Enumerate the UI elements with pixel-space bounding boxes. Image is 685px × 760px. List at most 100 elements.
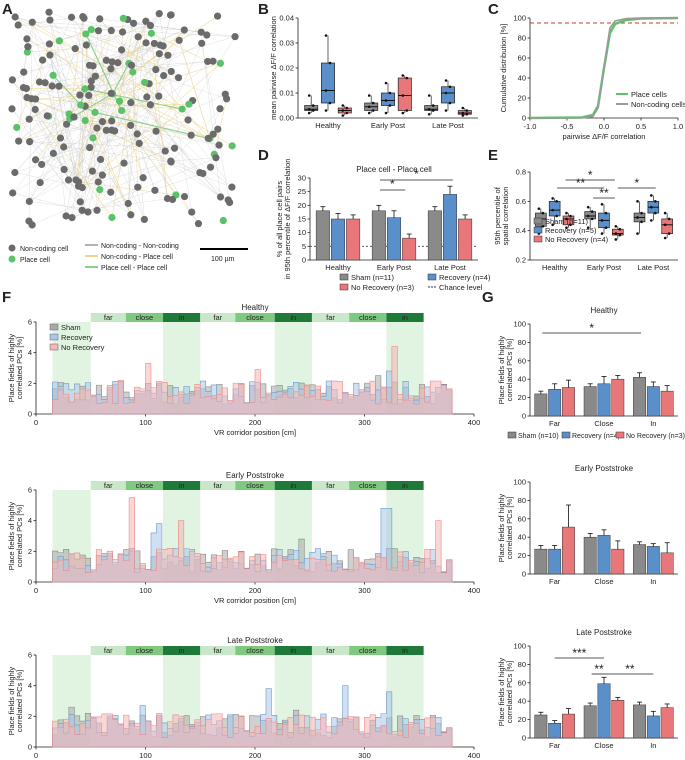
noncoding-cell-node <box>155 50 163 58</box>
zone-label: close <box>246 481 264 490</box>
sig-star: ** <box>576 176 586 190</box>
y-axis-label: Place fields of highly <box>497 494 506 563</box>
noncoding-cell-node <box>142 39 150 47</box>
noncoding-cell-node <box>45 40 54 48</box>
network-edge <box>151 33 208 62</box>
network-edge <box>78 87 92 182</box>
data-point <box>586 205 590 209</box>
data-point <box>604 211 608 215</box>
y-tick-label: 80 <box>518 660 526 669</box>
y-axis-label: in 95th percentile of ΔF/F correlation <box>283 159 292 280</box>
bar <box>346 218 361 261</box>
network-edge <box>89 13 160 148</box>
data-point <box>431 104 435 107</box>
zone-label: close <box>246 313 264 322</box>
bar <box>646 386 660 417</box>
bar <box>534 548 548 575</box>
zone-header <box>163 313 201 322</box>
legend-swatch <box>339 283 349 291</box>
place-cell-node <box>96 186 104 194</box>
data-point <box>586 226 590 230</box>
network-edge <box>18 140 175 149</box>
zone-label: in <box>179 646 185 655</box>
data-point <box>405 76 409 80</box>
legend-swatch <box>533 217 543 225</box>
noncoding-cell-node <box>63 120 71 128</box>
network-edge <box>201 43 230 203</box>
y-tick-label: 15 <box>298 215 306 224</box>
y-tick-label: 4 <box>28 516 32 525</box>
zone-header <box>386 313 424 322</box>
noncoding-cell-node <box>164 51 172 59</box>
data-point <box>667 232 671 235</box>
network-edge <box>85 33 123 111</box>
zone-header <box>90 481 126 490</box>
network-edge <box>31 98 183 110</box>
data-point <box>324 89 328 92</box>
y-tick-label: 100 <box>513 642 526 651</box>
data-point <box>427 94 431 97</box>
noncoding-cell-node <box>96 15 104 23</box>
box <box>424 105 439 111</box>
zone-header <box>349 313 387 322</box>
data-point <box>663 223 667 227</box>
legend-label: Recovery (n=4) <box>572 433 620 440</box>
network-edge <box>69 16 84 119</box>
x-tick-label: -1.0 <box>524 122 537 131</box>
noncoding-cell-node <box>203 31 211 39</box>
noncoding-cell-node <box>151 186 159 194</box>
network-edge <box>26 38 92 82</box>
noncoding-cell-node <box>89 62 97 70</box>
noncoding-cell-node <box>196 169 204 177</box>
legend-swatch <box>533 226 543 234</box>
y-tick-label: 10 <box>298 228 306 237</box>
y-tick-label: 0.6 <box>516 197 526 206</box>
data-point <box>401 74 405 77</box>
network-edge <box>65 65 94 217</box>
network-edge <box>49 20 79 187</box>
zone-label: far <box>326 481 335 490</box>
data-point <box>367 111 371 115</box>
y-tick-label: 100 <box>513 478 526 487</box>
zone-header <box>200 313 236 322</box>
zone-header <box>386 646 424 655</box>
x-tick-label: Close <box>594 419 613 428</box>
network-edge <box>73 116 220 146</box>
place-cell-node <box>228 142 236 150</box>
histogram-title: Early Poststroke <box>226 471 285 480</box>
noncoding-cell-node <box>124 199 132 208</box>
noncoding-cell-node <box>152 127 160 135</box>
zone-header <box>125 646 164 655</box>
network-edge <box>81 25 151 211</box>
panel-label-e: E <box>488 147 498 164</box>
panel-label-b: B <box>258 1 269 18</box>
y-tick-label: 6 <box>28 486 32 495</box>
legend-label: Chance level <box>439 283 483 292</box>
data-point <box>328 101 332 105</box>
data-point <box>555 200 558 203</box>
data-point <box>401 111 405 115</box>
place-cell-node <box>185 100 193 108</box>
zone-label: far <box>104 646 113 655</box>
network-edge <box>178 40 211 139</box>
y-tick-label: 4 <box>28 681 32 690</box>
noncoding-cell-node <box>140 215 148 224</box>
noncoding-cell-node <box>166 11 175 19</box>
noncoding-cell-node <box>167 67 175 76</box>
zone-label: in <box>179 481 185 490</box>
network-edge <box>155 69 179 78</box>
zone-label: far <box>326 646 335 655</box>
legend-label: No Recovery <box>61 343 105 352</box>
y-tick-label: 40 <box>518 74 526 83</box>
noncoding-cell-node <box>168 195 177 204</box>
y-tick-label: 0.00 <box>279 114 294 123</box>
zone-label: in <box>290 481 296 490</box>
place-cell-node <box>141 78 149 87</box>
legend-label: Sham (n=10) <box>518 433 559 440</box>
noncoding-cell-node <box>139 174 147 182</box>
noncoding-cell-node <box>24 43 32 51</box>
x-tick-label: Far <box>549 419 561 428</box>
x-tick-label: Close <box>594 741 613 750</box>
zone-label: far <box>213 313 222 322</box>
